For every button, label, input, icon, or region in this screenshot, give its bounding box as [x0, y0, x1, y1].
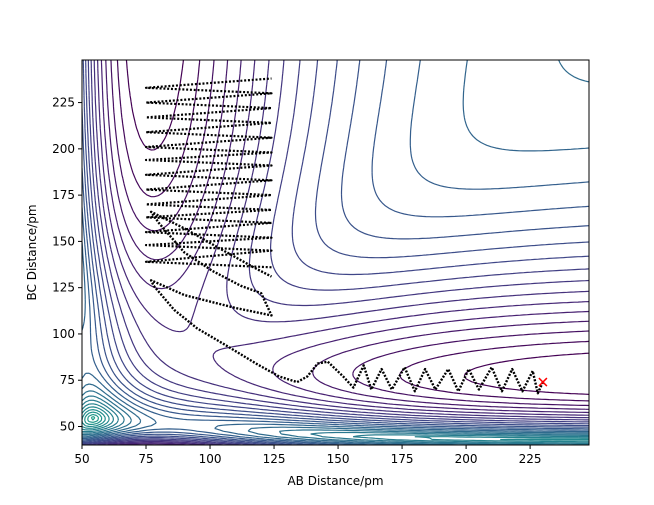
x-tick-label: 150 [327, 452, 350, 466]
x-tick-label: 125 [263, 452, 286, 466]
y-axis-label: BC Distance/pm [25, 204, 39, 300]
trajectory-path [144, 77, 544, 395]
plot-area [82, 60, 589, 445]
trajectory-oscillation [144, 77, 273, 269]
y-tick-label: 100 [52, 327, 75, 341]
y-tick-label: 200 [52, 142, 75, 156]
y-tick-label: 225 [52, 96, 75, 110]
trajectory-line [149, 210, 544, 395]
contour-lines [82, 60, 589, 445]
contour-level-9 [82, 60, 589, 445]
end-marker [538, 377, 548, 387]
y-tick-label: 50 [60, 419, 75, 433]
marker-layer [538, 377, 548, 387]
contour-level-11 [82, 60, 589, 445]
contour-level-19 [82, 399, 589, 444]
contour-level-15 [82, 60, 589, 445]
contour-level-18 [82, 395, 589, 445]
contour-level-21 [82, 406, 589, 441]
y-tick-label: 150 [52, 234, 75, 248]
contour-level-10 [82, 60, 589, 445]
axes-frame [81, 59, 590, 446]
x-tick-label: 225 [519, 452, 542, 466]
x-tick-label: 75 [138, 452, 153, 466]
contour-level-25 [90, 416, 96, 421]
y-tick-label: 175 [52, 188, 75, 202]
x-tick-label: 100 [199, 452, 222, 466]
contour-level-2 [116, 60, 589, 402]
y-tick-label: 75 [60, 373, 75, 387]
contour-level-23 [84, 411, 103, 425]
x-tick-label: 175 [391, 452, 414, 466]
contour-level-20 [82, 403, 589, 443]
contour-level-24 [87, 413, 100, 423]
x-tick-label: 200 [455, 452, 478, 466]
y-axis-ticks: 50 75 100 125 150 175 200 225 [52, 96, 82, 433]
contour-level-14 [82, 60, 589, 445]
x-tick-label: 50 [74, 452, 89, 466]
x-axis-label: AB Distance/pm [287, 474, 383, 488]
contour-level-12 [82, 60, 589, 445]
x-axis-ticks: 50 75 100 125 150 175 200 225 [74, 445, 542, 466]
y-tick-label: 125 [52, 281, 75, 295]
